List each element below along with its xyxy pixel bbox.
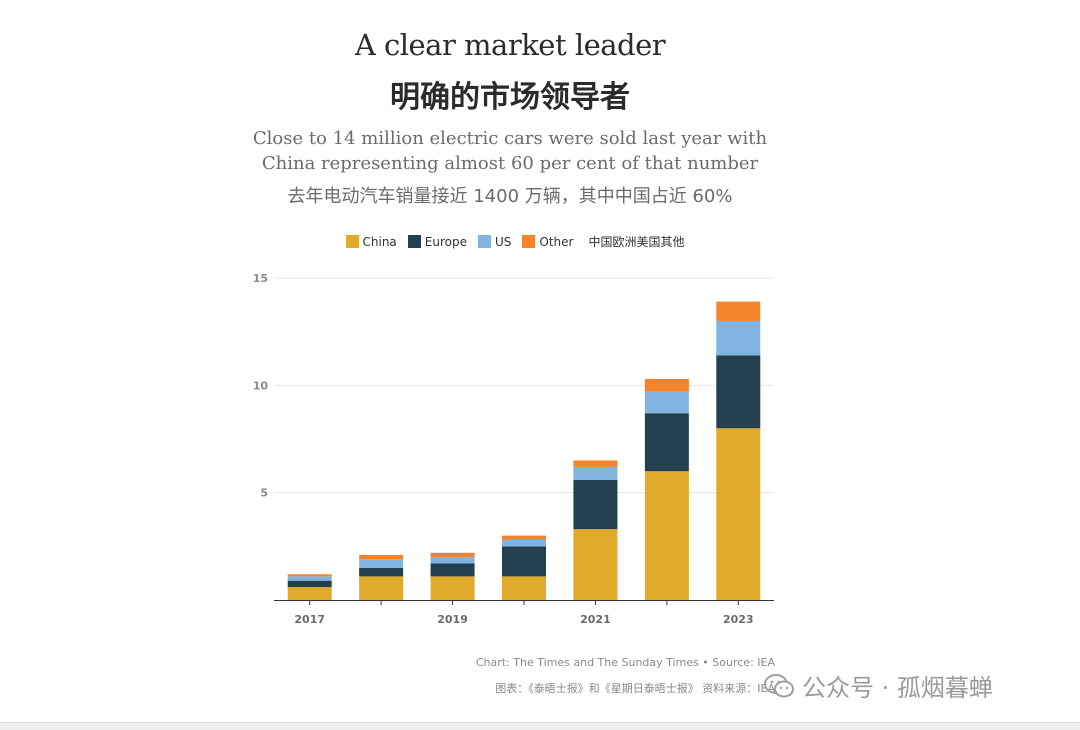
legend-item-europe: Europe	[407, 234, 467, 249]
bar-other-2020	[502, 535, 546, 540]
x-tick-label-2021: 2021	[580, 613, 611, 626]
source-note-en: Chart: The Times and The Sunday Times • …	[475, 656, 775, 669]
bar-other-2021	[573, 460, 618, 467]
watermark: 公众号 · 孤烟暮蝉	[764, 668, 993, 703]
bar-us-2022	[644, 391, 689, 414]
bar-china-2022	[644, 471, 689, 600]
bar-china-2023	[716, 428, 761, 600]
bar-europe-2023	[716, 355, 761, 429]
legend-swatch-us	[477, 235, 491, 248]
y-tick-label-5: 5	[260, 487, 268, 500]
bar-us-2020	[502, 539, 546, 547]
bar-china-2021	[573, 529, 618, 600]
bar-other-2017	[287, 574, 332, 577]
chart-title-zh: 明确的市场领导者	[390, 80, 630, 115]
legend-label-us: US	[494, 234, 512, 249]
bottom-scroll-edge	[0, 722, 1080, 730]
legend-item-other: Other	[522, 235, 573, 249]
x-tick-label-2017: 2017	[294, 613, 325, 626]
legend-swatch-europe	[407, 235, 421, 248]
chart-subtitle-zh: 去年电动汽车销量接近 1400 万辆，其中中国占近 60%	[287, 186, 733, 207]
chart-subtitle-en: Close to 14 million electric cars were s…	[252, 128, 768, 174]
bar-europe-2020	[502, 546, 546, 577]
chart-legend: China Europe US Other 中国欧洲美国其他	[0, 233, 1030, 250]
bar-us-2019	[430, 557, 475, 564]
y-tick-label-15: 15	[253, 272, 268, 285]
bar-us-2023	[716, 320, 761, 356]
chart-title-en: A clear market leader	[354, 28, 666, 62]
legend-swatch-china	[345, 235, 359, 248]
bar-us-2017	[287, 576, 332, 581]
bar-other-2019	[430, 552, 475, 558]
y-tick-label-10: 10	[253, 379, 269, 392]
bar-china-2017	[287, 587, 332, 600]
bar-other-2023	[716, 301, 761, 321]
bar-china-2019	[430, 576, 475, 600]
bar-china-2018	[359, 576, 404, 600]
bar-china-2020	[502, 576, 546, 600]
bar-europe-2022	[644, 413, 689, 472]
legend-label-zh: 中国欧洲美国其他	[588, 235, 685, 249]
bar-europe-2017	[287, 580, 332, 588]
wechat-icon	[764, 673, 794, 697]
bar-us-2021	[573, 466, 618, 480]
source-note-zh: 图表：《泰晤士报》和《星期日泰晤士报》 资料来源：IEA	[495, 682, 775, 695]
x-tick-label-2019: 2019	[437, 613, 468, 626]
bar-europe-2021	[573, 479, 618, 530]
bar-europe-2018	[359, 567, 404, 577]
bar-us-2018	[359, 559, 404, 568]
bar-other-2022	[644, 378, 689, 392]
watermark-text: 公众号 · 孤烟暮蝉	[802, 674, 993, 702]
bar-europe-2019	[430, 563, 475, 577]
legend-label-china: China	[362, 234, 397, 249]
legend-label-europe: Europe	[424, 234, 467, 249]
legend-label-other: Other	[539, 234, 574, 249]
bar-other-2018	[359, 554, 404, 560]
legend-swatch-other	[522, 235, 536, 248]
legend-item-us: US	[477, 234, 512, 249]
legend-item-china: China	[345, 234, 397, 249]
x-tick-label-2023: 2023	[723, 613, 754, 626]
